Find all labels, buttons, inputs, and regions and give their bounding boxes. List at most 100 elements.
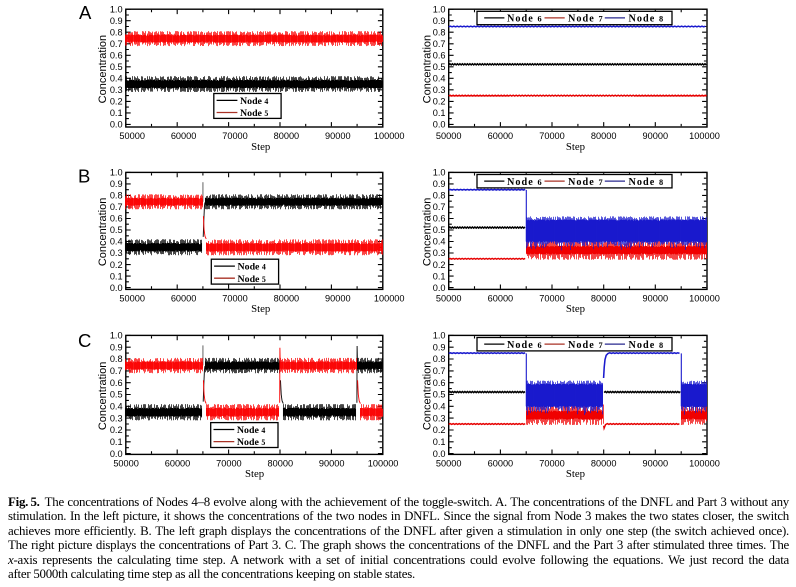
svg-text:0.7: 0.7 [433, 366, 446, 376]
svg-text:Concentration: Concentration [97, 198, 109, 267]
svg-text:0.8: 0.8 [433, 27, 446, 37]
svg-text:80000: 80000 [591, 294, 617, 304]
svg-text:100000: 100000 [689, 131, 720, 141]
svg-text:60000: 60000 [171, 294, 197, 304]
svg-text:0.9: 0.9 [433, 342, 446, 352]
svg-text:0.9: 0.9 [110, 16, 123, 26]
svg-text:Node 8: Node 8 [629, 177, 665, 188]
svg-text:1.0: 1.0 [433, 4, 446, 14]
svg-text:Node 8: Node 8 [629, 14, 665, 25]
svg-text:0.6: 0.6 [433, 51, 446, 61]
svg-text:70000: 70000 [222, 294, 248, 304]
svg-text:0.9: 0.9 [433, 16, 446, 26]
svg-text:100000: 100000 [374, 294, 405, 304]
svg-text:0.1: 0.1 [433, 437, 446, 447]
svg-text:0.4: 0.4 [110, 402, 123, 412]
svg-text:1.0: 1.0 [110, 4, 123, 14]
svg-text:0.5: 0.5 [433, 390, 446, 400]
svg-text:60000: 60000 [165, 459, 191, 469]
svg-text:Node 4: Node 4 [240, 96, 268, 107]
svg-text:1.0: 1.0 [110, 168, 123, 178]
svg-text:0.2: 0.2 [110, 425, 123, 435]
svg-text:0.0: 0.0 [433, 120, 446, 130]
svg-text:50000: 50000 [436, 131, 462, 141]
svg-text:0.5: 0.5 [433, 225, 446, 235]
svg-text:0.1: 0.1 [433, 271, 446, 281]
svg-text:Node 4: Node 4 [237, 425, 265, 436]
svg-text:B: B [78, 166, 90, 187]
svg-text:0.5: 0.5 [433, 62, 446, 72]
svg-text:0.6: 0.6 [110, 378, 123, 388]
svg-text:60000: 60000 [488, 131, 514, 141]
svg-text:90000: 90000 [325, 294, 351, 304]
svg-text:0.3: 0.3 [110, 85, 123, 95]
svg-text:0.7: 0.7 [433, 39, 446, 49]
svg-text:0.3: 0.3 [110, 248, 123, 258]
svg-text:0.0: 0.0 [110, 283, 123, 293]
svg-text:0.8: 0.8 [433, 191, 446, 201]
svg-text:0.8: 0.8 [110, 354, 123, 364]
svg-text:Concentration: Concentration [97, 35, 109, 104]
svg-text:50000: 50000 [119, 131, 145, 141]
svg-text:70000: 70000 [216, 459, 242, 469]
svg-text:50000: 50000 [436, 294, 462, 304]
svg-text:Step: Step [251, 303, 270, 315]
svg-text:90000: 90000 [643, 294, 669, 304]
svg-text:0.4: 0.4 [433, 402, 446, 412]
svg-text:80000: 80000 [591, 131, 617, 141]
svg-text:0.2: 0.2 [433, 97, 446, 107]
svg-text:Node 4: Node 4 [238, 262, 266, 273]
svg-text:0.6: 0.6 [433, 378, 446, 388]
svg-text:Node 7: Node 7 [568, 14, 604, 25]
svg-text:90000: 90000 [325, 131, 351, 141]
svg-text:Node 5: Node 5 [238, 274, 266, 285]
svg-text:0.4: 0.4 [110, 74, 123, 84]
svg-text:60000: 60000 [171, 131, 197, 141]
svg-text:Concentration: Concentration [97, 362, 109, 431]
svg-text:0.9: 0.9 [110, 179, 123, 189]
svg-text:0.8: 0.8 [433, 354, 446, 364]
svg-text:70000: 70000 [539, 459, 565, 469]
svg-text:Concentration: Concentration [422, 35, 434, 104]
svg-text:0.9: 0.9 [433, 179, 446, 189]
svg-text:Node 7: Node 7 [568, 340, 604, 351]
svg-text:Node 5: Node 5 [240, 108, 268, 119]
svg-text:0.0: 0.0 [110, 449, 123, 459]
svg-text:50000: 50000 [119, 294, 145, 304]
svg-text:Concentration: Concentration [422, 362, 434, 431]
svg-text:0.8: 0.8 [110, 27, 123, 37]
svg-text:1.0: 1.0 [433, 331, 446, 341]
svg-text:100000: 100000 [374, 131, 405, 141]
svg-text:0.4: 0.4 [433, 237, 446, 247]
svg-text:0.6: 0.6 [433, 214, 446, 224]
svg-text:90000: 90000 [643, 459, 669, 469]
svg-text:Node 6: Node 6 [507, 177, 543, 188]
svg-text:Node 8: Node 8 [629, 340, 665, 351]
svg-text:Step: Step [566, 141, 585, 153]
svg-text:0.3: 0.3 [433, 248, 446, 258]
svg-text:Node 6: Node 6 [507, 340, 543, 351]
svg-text:0.6: 0.6 [110, 51, 123, 61]
svg-text:90000: 90000 [319, 459, 345, 469]
svg-text:80000: 80000 [274, 294, 300, 304]
svg-text:0.0: 0.0 [433, 449, 446, 459]
svg-text:C: C [78, 330, 91, 351]
svg-text:0.5: 0.5 [110, 225, 123, 235]
svg-text:0.7: 0.7 [110, 202, 123, 212]
svg-text:80000: 80000 [274, 131, 300, 141]
svg-text:100000: 100000 [368, 459, 399, 469]
svg-text:0.2: 0.2 [110, 97, 123, 107]
svg-text:A: A [79, 2, 92, 23]
svg-text:0.1: 0.1 [110, 271, 123, 281]
svg-text:Node 5: Node 5 [237, 437, 265, 448]
svg-text:100000: 100000 [689, 294, 720, 304]
svg-text:1.0: 1.0 [433, 168, 446, 178]
svg-text:0.2: 0.2 [433, 425, 446, 435]
svg-text:0.3: 0.3 [433, 413, 446, 423]
svg-text:60000: 60000 [488, 294, 514, 304]
svg-text:100000: 100000 [689, 459, 720, 469]
svg-text:Step: Step [566, 303, 585, 315]
svg-text:0.5: 0.5 [110, 62, 123, 72]
svg-text:0.3: 0.3 [110, 413, 123, 423]
svg-text:0.2: 0.2 [110, 260, 123, 270]
